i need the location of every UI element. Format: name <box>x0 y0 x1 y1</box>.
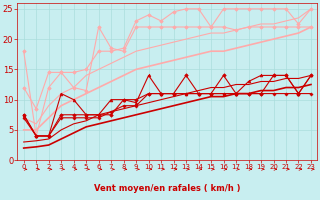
X-axis label: Vent moyen/en rafales ( km/h ): Vent moyen/en rafales ( km/h ) <box>94 184 241 193</box>
